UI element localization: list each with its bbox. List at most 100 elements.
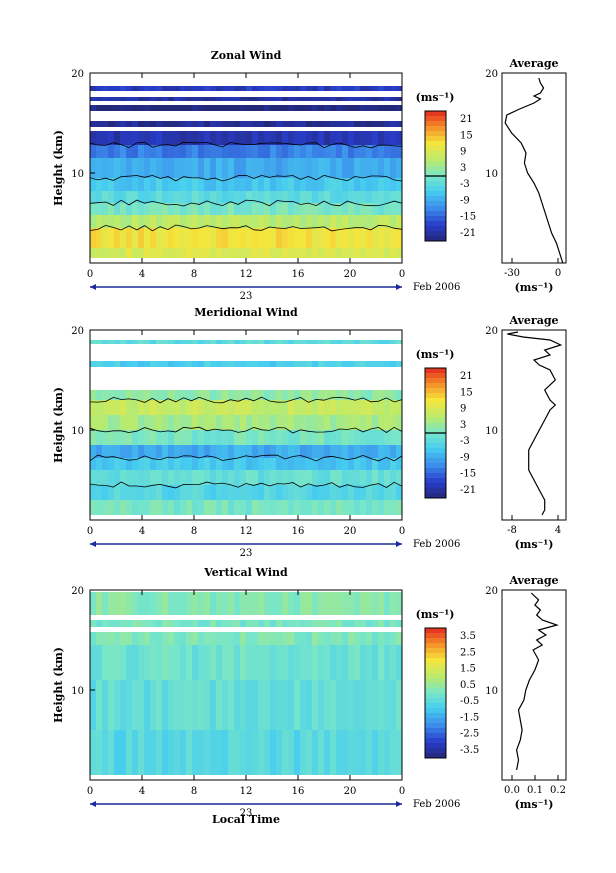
- heatmap-cell: [288, 445, 295, 458]
- heatmap-cell: [306, 178, 313, 191]
- heatmap-cell: [210, 485, 217, 500]
- heatmap-cell: [150, 105, 157, 111]
- heatmap-cell: [378, 430, 385, 445]
- heatmap-cell: [144, 592, 151, 615]
- heatmap-cell: [108, 203, 115, 215]
- heatmap-cell: [396, 415, 403, 430]
- heatmap-cell: [264, 105, 271, 111]
- heatmap-cell: [96, 86, 103, 91]
- heatmap-cell: [210, 105, 217, 111]
- colorbar-segment: [425, 166, 446, 172]
- heatmap-cell: [270, 485, 277, 500]
- heatmap-cell: [384, 458, 391, 470]
- heatmap-cell: [294, 131, 301, 145]
- heatmap-cell: [294, 415, 301, 430]
- heatmap-cell: [114, 458, 121, 470]
- heatmap-cell: [234, 158, 241, 178]
- heatmap-cell: [168, 390, 175, 400]
- heatmap-cell: [294, 390, 301, 400]
- heatmap-cell: [204, 340, 211, 344]
- heatmap-cell: [378, 215, 385, 228]
- colorbar-segment: [425, 668, 446, 674]
- heatmap-cell: [234, 178, 241, 191]
- heatmap-cell: [276, 97, 283, 101]
- heatmap-cell: [252, 485, 259, 500]
- heatmap-cell: [318, 390, 325, 400]
- heatmap-cell: [180, 645, 187, 680]
- heatmap-cell: [96, 97, 103, 101]
- heatmap-cell: [246, 361, 253, 367]
- heatmap-cell: [354, 730, 361, 775]
- heatmap-cell: [330, 203, 337, 215]
- heatmap-cell: [156, 485, 163, 500]
- heatmap-cell: [198, 592, 205, 615]
- heatmap-cell: [258, 215, 265, 228]
- heatmap-cell: [174, 131, 181, 145]
- heatmap-cell: [90, 121, 97, 127]
- heatmap-cell: [288, 592, 295, 615]
- colorbar-segment: [425, 211, 446, 217]
- heatmap-cell: [396, 458, 403, 470]
- heatmap-cell: [258, 500, 265, 515]
- heatmap-cell: [96, 632, 103, 645]
- heatmap-cell: [348, 592, 355, 615]
- average-x-label: (ms⁻¹): [515, 538, 554, 551]
- heatmap-cell: [252, 191, 259, 203]
- heatmap-cell: [96, 215, 103, 228]
- heatmap-cell: [264, 203, 271, 215]
- colorbar-segment: [425, 473, 446, 479]
- heatmap-cell: [126, 390, 133, 400]
- heatmap-cell: [300, 158, 307, 178]
- heatmap-cell: [294, 191, 301, 203]
- heatmap-cell: [156, 415, 163, 430]
- heatmap-cell: [258, 361, 265, 367]
- heatmap-cell: [228, 215, 235, 228]
- heatmap-cell: [246, 86, 253, 91]
- heatmap-cell: [96, 390, 103, 400]
- heatmap-cell: [180, 458, 187, 470]
- heatmap-cell: [372, 445, 379, 458]
- colorbar-segment: [425, 653, 446, 659]
- heatmap-cell: [156, 445, 163, 458]
- heatmap-cell: [168, 470, 175, 485]
- colorbar-tick-label: 15: [460, 130, 473, 141]
- heatmap-cell: [270, 458, 277, 470]
- heatmap-cell: [330, 730, 337, 775]
- heatmap-cell: [342, 228, 349, 248]
- heatmap-cell: [258, 121, 265, 127]
- heatmap-cell: [222, 203, 229, 215]
- heatmap-cell: [120, 400, 127, 415]
- heatmap-cell: [90, 248, 97, 258]
- heatmap-cell: [240, 215, 247, 228]
- heatmap-cell: [138, 361, 145, 367]
- heatmap-cell: [324, 340, 331, 344]
- heatmap-cell: [198, 121, 205, 127]
- heatmap-cell: [270, 215, 277, 228]
- heatmap-cell: [138, 158, 145, 178]
- heatmap-cell: [336, 145, 343, 158]
- heatmap-cell: [336, 158, 343, 178]
- heatmap-cell: [330, 445, 337, 458]
- heatmap-cell: [174, 228, 181, 248]
- heatmap-cell: [240, 390, 247, 400]
- heatmap-cell: [132, 178, 139, 191]
- heatmap-cell: [294, 430, 301, 445]
- heatmap-cell: [246, 430, 253, 445]
- heatmap-cell: [342, 145, 349, 158]
- heatmap-cell: [132, 680, 139, 730]
- heatmap-cell: [222, 415, 229, 430]
- heatmap-cell: [162, 415, 169, 430]
- heatmap-cell: [156, 158, 163, 178]
- heatmap-cell: [132, 458, 139, 470]
- heatmap-cell: [210, 158, 217, 178]
- heatmap-cell: [162, 445, 169, 458]
- colorbar-tick-label: -1.5: [460, 712, 479, 723]
- heatmap-cell: [390, 145, 397, 158]
- heatmap-cell: [360, 121, 367, 127]
- heatmap-cell: [138, 228, 145, 248]
- heatmap-cell: [354, 458, 361, 470]
- heatmap-cell: [294, 105, 301, 111]
- heatmap-cell: [348, 445, 355, 458]
- heatmap-cell: [234, 145, 241, 158]
- heatmap-cell: [390, 178, 397, 191]
